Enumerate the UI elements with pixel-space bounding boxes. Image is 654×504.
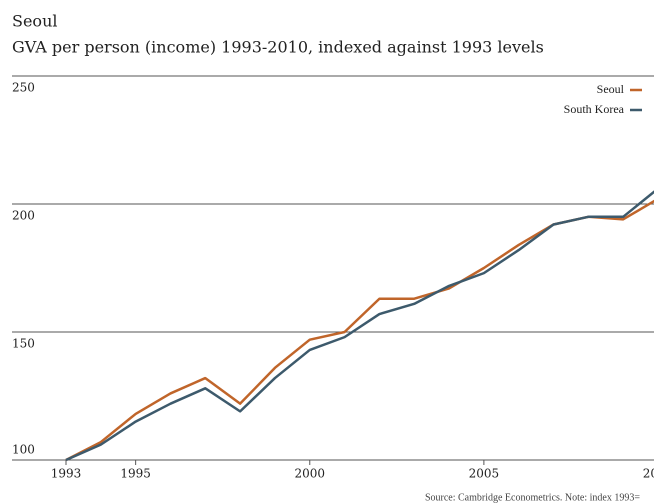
legend-label: South Korea <box>564 102 625 116</box>
chart-subtitle: GVA per person (income) 1993-2010, index… <box>12 38 544 57</box>
x-tick-label: 2010 <box>643 467 654 481</box>
series-line <box>65 199 654 462</box>
y-tick-label: 150 <box>12 337 35 351</box>
y-tick-label: 100 <box>12 443 35 457</box>
x-tick-label: 1995 <box>120 467 151 481</box>
x-tick-label: 2000 <box>294 467 325 481</box>
chart-title: Seoul <box>12 12 57 31</box>
y-tick-label: 200 <box>12 209 35 223</box>
x-tick-label: 2005 <box>469 467 500 481</box>
legend-label: Seoul <box>597 82 625 96</box>
y-tick-label: 250 <box>12 81 35 95</box>
source: Source: Cambridge Econometrics. Note: in… <box>425 492 640 503</box>
series-line <box>65 190 654 462</box>
x-tick-label: 1993 <box>51 467 82 481</box>
